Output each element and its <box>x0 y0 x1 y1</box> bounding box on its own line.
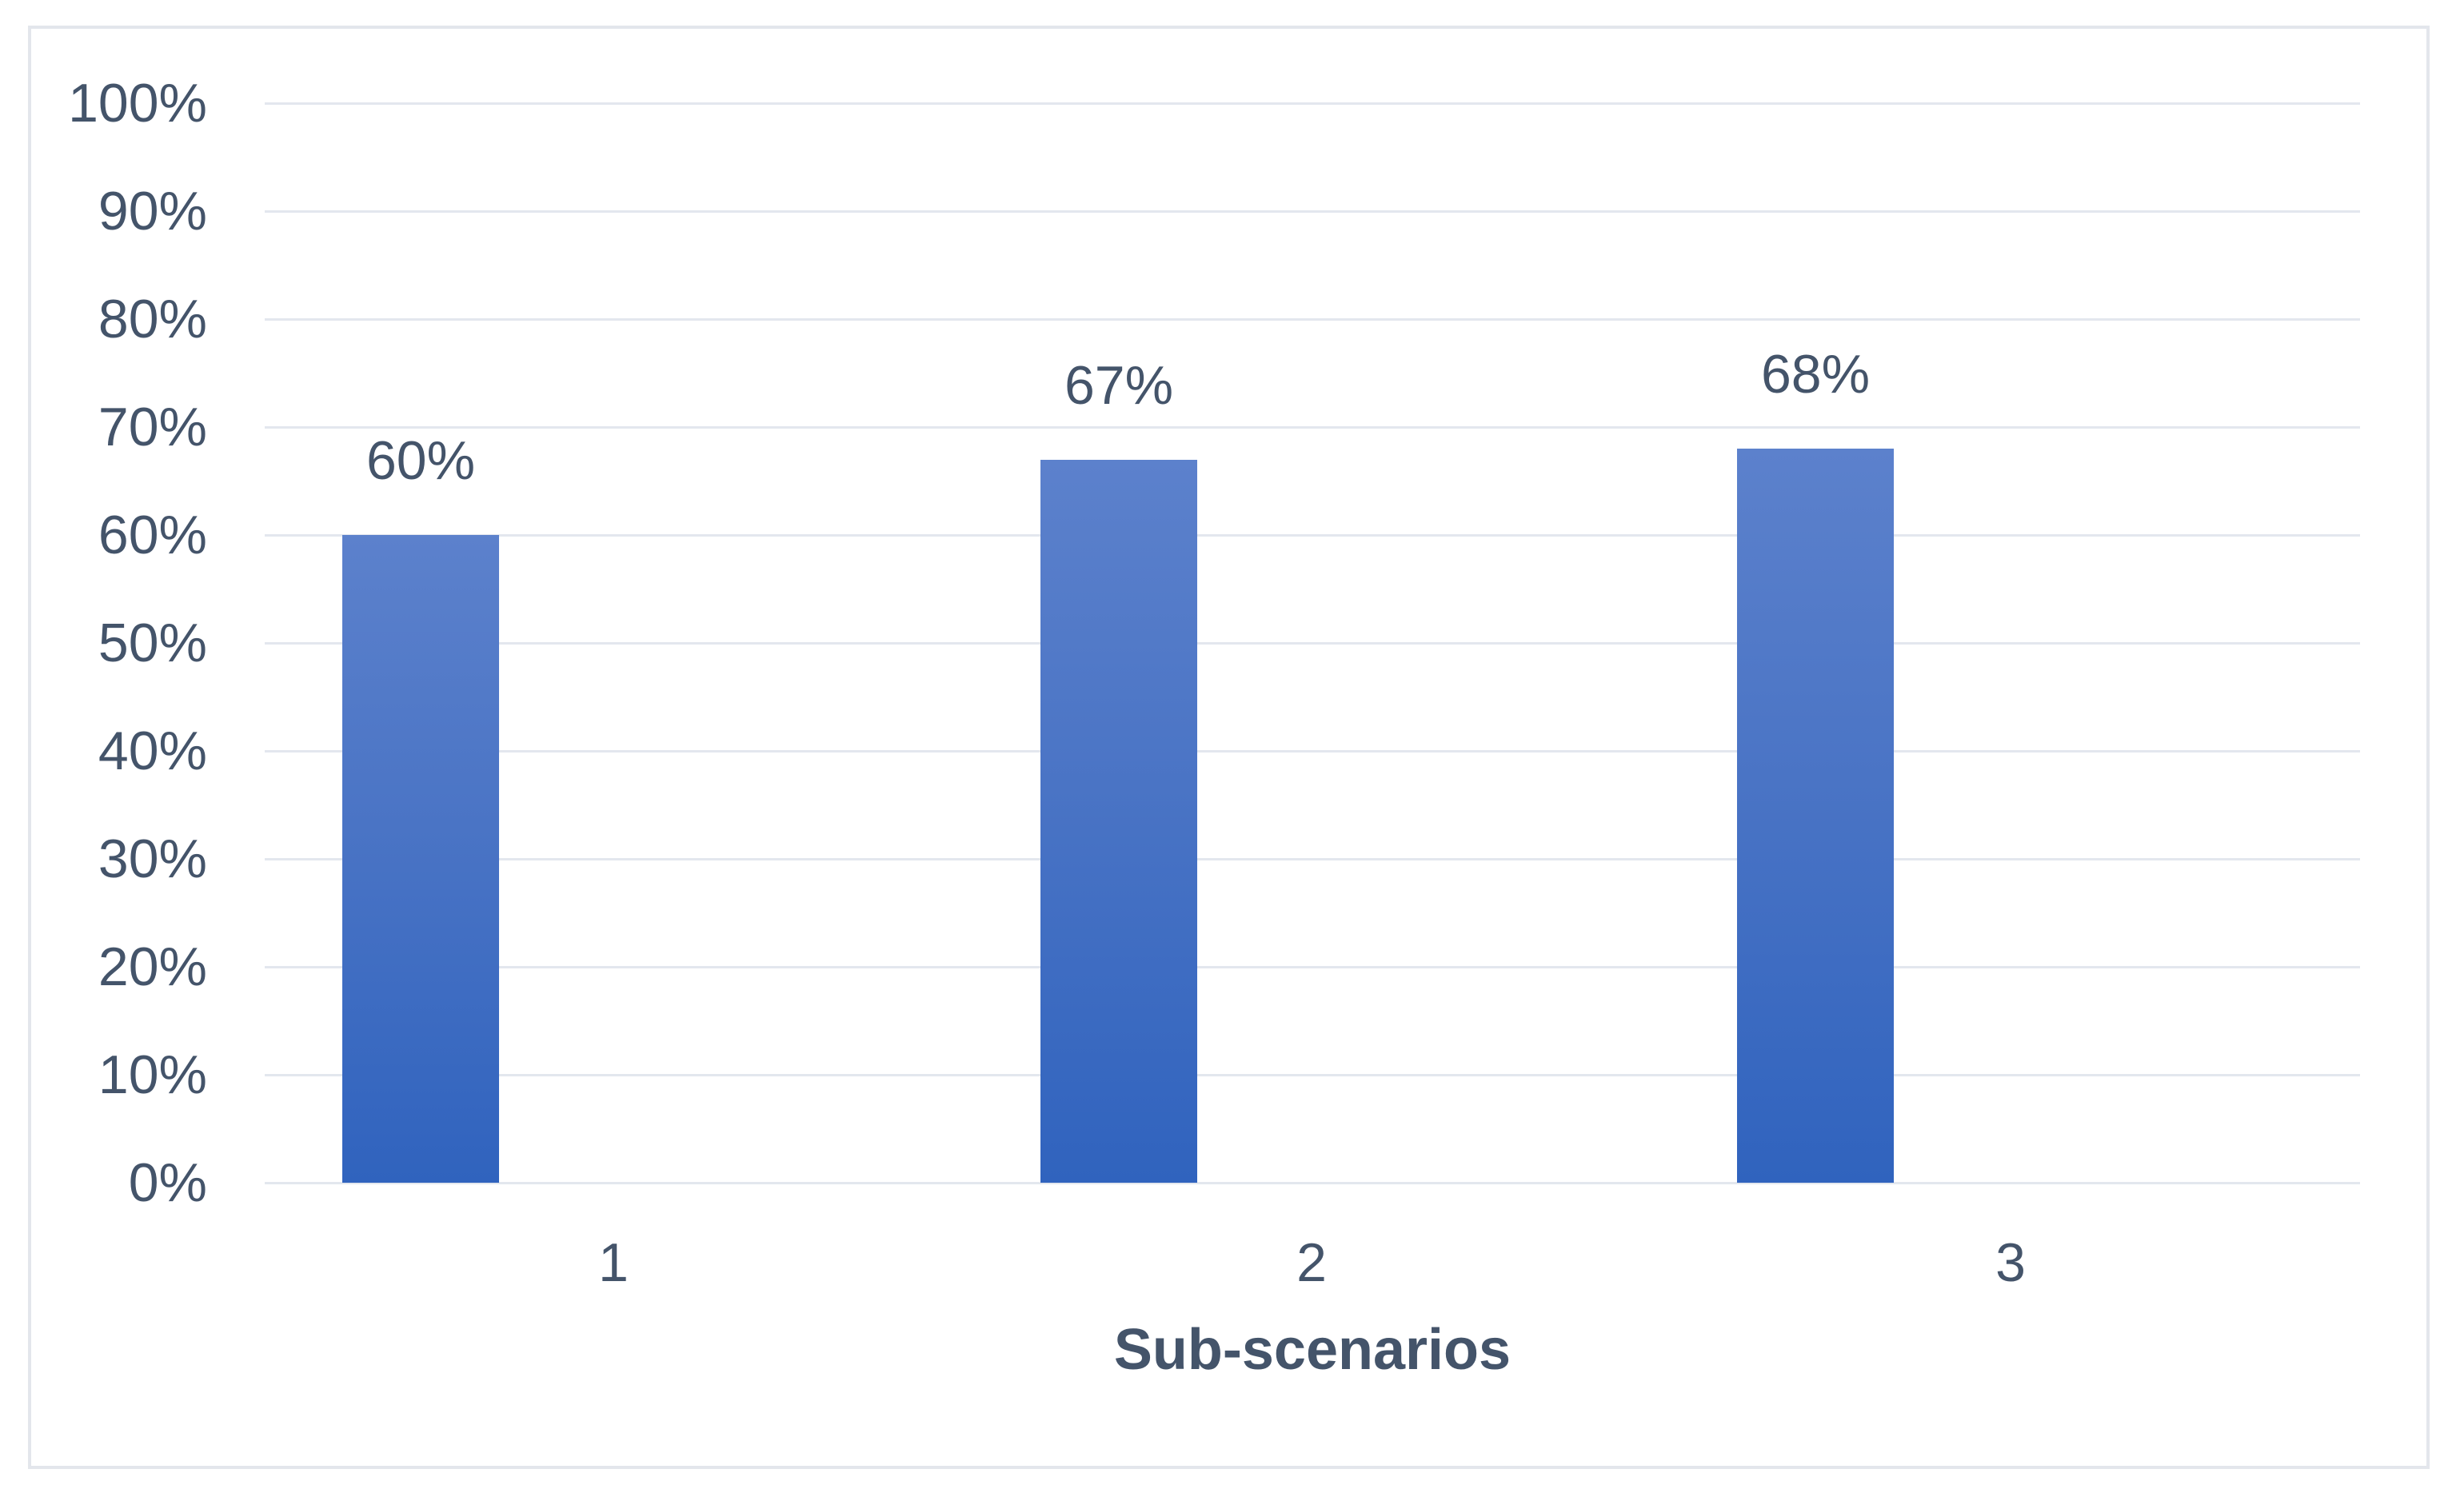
gridline-100% <box>265 102 2360 105</box>
gridline-10% <box>265 1074 2360 1076</box>
bar-data-label-3: 68% <box>1760 344 1871 405</box>
gridline-80% <box>265 318 2360 321</box>
bar-3 <box>1737 449 1894 1183</box>
x-tick-label-2: 2 <box>1296 1232 1327 1293</box>
y-tick-label-30%: 30% <box>98 828 207 889</box>
gridline-90% <box>265 210 2360 213</box>
gridline-60% <box>265 534 2360 537</box>
gridline-50% <box>265 642 2360 645</box>
y-tick-label-70%: 70% <box>98 397 207 457</box>
x-tick-label-1: 1 <box>598 1232 629 1293</box>
bar-1 <box>342 535 499 1183</box>
plot-area: 0% 10% 20% 30% 40% 50% 60% 70% 80% 90% 100% 60% 1 67%… <box>31 29 2426 1466</box>
gridline-40% <box>265 750 2360 752</box>
y-tick-label-10%: 10% <box>98 1044 207 1105</box>
y-tick-label-50%: 50% <box>98 613 207 673</box>
x-tick-label-3: 3 <box>1995 1232 2026 1293</box>
bar-data-label-2: 67% <box>1064 354 1174 416</box>
gridline-0% <box>265 1182 2360 1184</box>
gridline-30% <box>265 858 2360 860</box>
x-axis-title: Sub-scenarios <box>1113 1318 1512 1382</box>
y-tick-label-100%: 100% <box>68 73 207 134</box>
y-tick-label-80%: 80% <box>98 289 207 349</box>
y-tick-label-0%: 0% <box>128 1152 207 1213</box>
bar-data-label-1: 60% <box>365 430 476 491</box>
bar-2 <box>1040 459 1197 1183</box>
gridline-20% <box>265 966 2360 968</box>
y-tick-label-90%: 90% <box>98 181 207 242</box>
chart-frame: 0% 10% 20% 30% 40% 50% 60% 70% 80% 90% 100% 60% 1 67%… <box>28 26 2430 1469</box>
y-tick-label-40%: 40% <box>98 721 207 781</box>
y-tick-label-60%: 60% <box>98 505 207 565</box>
gridline-70% <box>265 426 2360 429</box>
y-tick-label-20%: 20% <box>98 936 207 997</box>
